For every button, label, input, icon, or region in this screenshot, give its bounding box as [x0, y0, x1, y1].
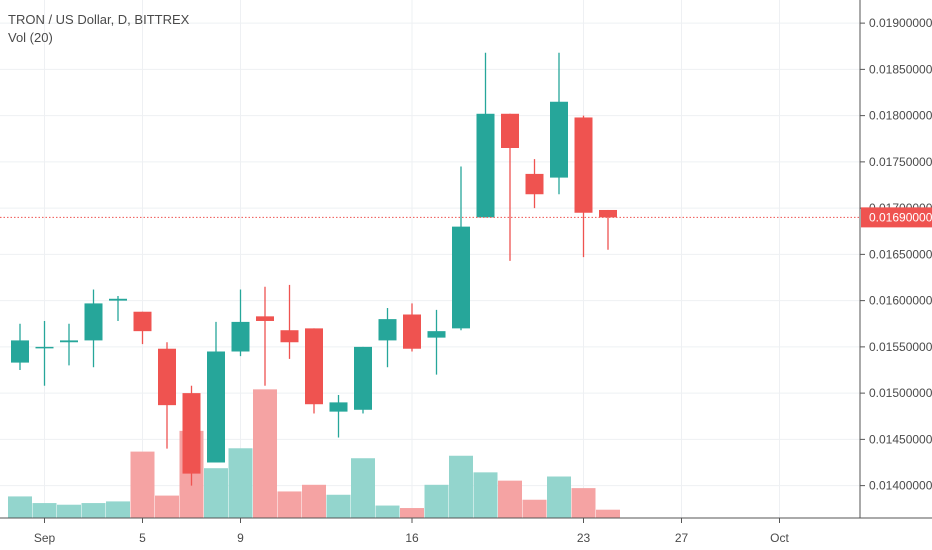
volume-bar — [522, 499, 547, 518]
volume-bar — [228, 448, 253, 518]
x-tick-label: 16 — [405, 531, 419, 545]
volume-bar — [449, 455, 473, 518]
volume-bar — [81, 503, 106, 518]
volume-bar — [498, 480, 522, 518]
candle-body — [452, 226, 470, 329]
candle-body — [256, 316, 274, 321]
volume-bar — [8, 496, 32, 518]
y-tick-label: 0.01450000 — [869, 432, 932, 446]
y-tick-label: 0.01850000 — [869, 62, 932, 76]
candle-body — [84, 303, 103, 341]
y-tick-label: 0.01900000 — [869, 16, 932, 30]
candle-body — [403, 314, 421, 349]
candle-body — [574, 117, 593, 213]
volume-bar — [351, 458, 375, 518]
y-tick-label: 0.01750000 — [869, 155, 932, 169]
candle-body — [305, 328, 323, 405]
candlesticks — [11, 52, 617, 486]
candle-body — [476, 113, 495, 218]
candle-body — [158, 348, 176, 406]
volume-bars — [8, 389, 620, 518]
volume-label: Vol (20) — [8, 30, 53, 45]
volume-bar — [277, 491, 302, 518]
y-axis-labels: 0.01400000 0.01450000 0.01500000 0.01550000… — [860, 16, 932, 493]
candle-body — [60, 340, 78, 343]
candle-body — [599, 209, 617, 218]
x-tick-label: 9 — [237, 531, 244, 545]
x-tick-label: 5 — [139, 531, 146, 545]
x-tick-label: Oct — [770, 531, 789, 545]
candle-body — [182, 393, 201, 474]
volume-bar — [596, 509, 620, 518]
x-axis-labels: Sep 5 9 16 23 27 Oct — [34, 518, 789, 545]
last-price-badge: 0.01690000 — [861, 207, 932, 228]
x-tick-label: 23 — [577, 531, 591, 545]
volume-bar — [32, 503, 57, 518]
candle-body — [329, 402, 348, 412]
y-tick-label: 0.01800000 — [869, 109, 932, 123]
x-tick-label: 27 — [675, 531, 689, 545]
y-tick-label: 0.01500000 — [869, 386, 932, 400]
volume-bar — [547, 476, 571, 518]
candle-body — [550, 101, 568, 178]
volume-bar — [400, 508, 424, 518]
volume-bar — [473, 472, 498, 518]
candle-body — [109, 298, 127, 301]
candle-body — [231, 321, 250, 352]
chart-axes — [0, 0, 932, 519]
volume-bar — [302, 484, 326, 518]
chart-title: TRON / US Dollar, D, BITTREX — [8, 12, 190, 27]
y-tick-label: 0.01550000 — [869, 340, 932, 354]
candle-body — [525, 173, 544, 195]
candle-body — [35, 346, 54, 349]
y-tick-label: 0.01400000 — [869, 479, 932, 493]
volume-bar — [155, 495, 179, 518]
last-price-label: 0.01690000 — [869, 210, 932, 224]
candle-body — [11, 340, 29, 363]
chart-grid — [0, 0, 860, 518]
candle-body — [207, 351, 225, 463]
y-tick-label: 0.01650000 — [869, 247, 932, 261]
last-price-badge-bg — [861, 207, 932, 228]
volume-bar — [57, 504, 81, 518]
volume-bar — [375, 505, 400, 518]
volume-bar — [571, 488, 596, 518]
x-tick-label: Sep — [34, 531, 56, 545]
volume-bar — [424, 484, 449, 518]
candle-body — [427, 331, 446, 338]
candle-body — [133, 311, 152, 332]
volume-bar — [130, 451, 155, 518]
volume-bar — [253, 389, 277, 518]
candle-body — [280, 330, 299, 343]
candle-body — [378, 319, 397, 341]
y-tick-label: 0.01600000 — [869, 294, 932, 308]
volume-bar — [106, 501, 130, 518]
volume-bar — [326, 494, 351, 518]
candle-body — [501, 113, 519, 148]
volume-bar — [204, 468, 228, 518]
candle-body — [354, 346, 372, 410]
